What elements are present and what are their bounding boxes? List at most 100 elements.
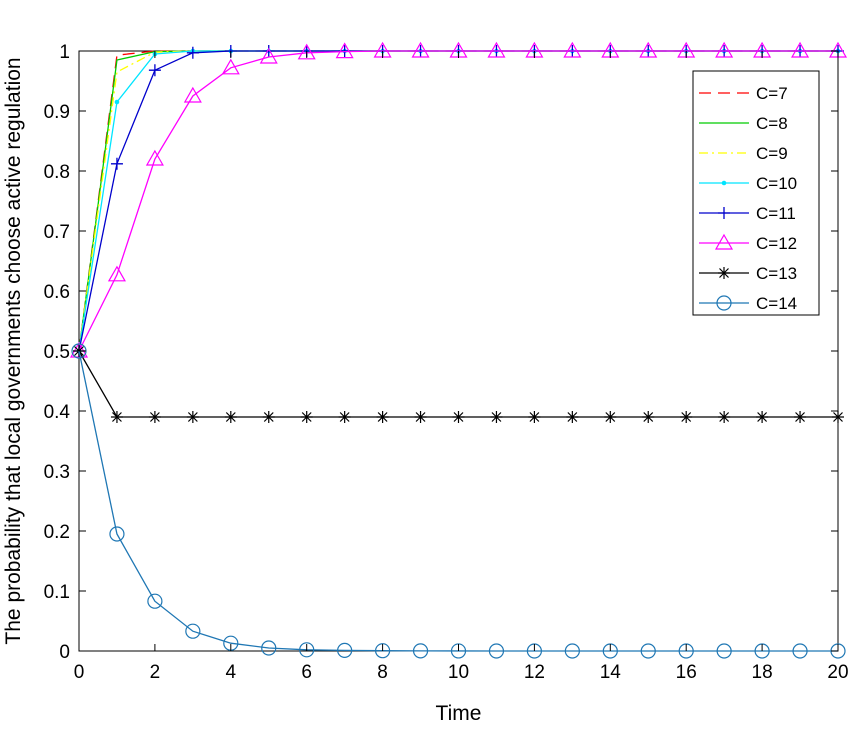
legend-label: C=11 <box>756 204 796 223</box>
data-point <box>110 157 123 170</box>
data-point <box>528 411 541 423</box>
y-tick-label: 0.7 <box>44 222 70 243</box>
data-point <box>224 411 237 423</box>
x-tick-label: 6 <box>301 662 312 683</box>
data-point <box>716 643 732 659</box>
x-tick-label: 4 <box>226 662 237 683</box>
y-tick-label: 0.8 <box>44 162 70 183</box>
data-point <box>718 411 731 423</box>
data-point <box>376 411 389 423</box>
legend-item: C=12 <box>699 233 797 253</box>
data-point <box>335 42 354 59</box>
legend-label: C=9 <box>756 144 788 163</box>
legend-box <box>692 70 820 316</box>
y-tick-label: 0.3 <box>44 462 70 483</box>
series-C-13 <box>73 345 844 423</box>
y-tick-label: 0.6 <box>44 282 70 303</box>
data-point <box>337 642 353 659</box>
data-point <box>185 623 201 639</box>
legend-marker <box>714 233 734 250</box>
x-tick-label: 18 <box>752 662 773 683</box>
legend-marker <box>718 207 730 219</box>
data-point <box>450 643 467 659</box>
data-point <box>715 41 734 58</box>
data-point <box>183 86 202 103</box>
data-point <box>414 411 427 423</box>
axes-layer: 0 2 4 6 8 10 12 14 16 18 20 0 0.1 0.2 0.3 0.4 0.5 0.6 0.7 0… <box>44 42 849 683</box>
y-tick-label: 0.9 <box>44 102 70 123</box>
data-point <box>639 41 658 58</box>
legend-item: C=14 <box>699 294 797 313</box>
data-point <box>107 265 126 282</box>
x-tick-label: 8 <box>377 662 388 683</box>
data-point <box>338 411 351 423</box>
data-point <box>299 642 315 658</box>
x-tick-label: 2 <box>150 662 161 683</box>
legend-marker <box>721 180 727 186</box>
y-tick-label: 0.2 <box>44 522 70 543</box>
legend-item: C=11 <box>699 204 796 223</box>
data-point <box>563 41 582 58</box>
y-axis-title: The probability that local governments c… <box>2 57 25 644</box>
legend: C=7 C=8 C=9 C=10 C=11 C=12 C=13 C=14 <box>692 70 820 316</box>
data-point <box>756 411 769 423</box>
x-tick-label: 20 <box>827 662 848 683</box>
x-tick-label: 0 <box>74 662 85 683</box>
y-tick-label: 0.5 <box>44 342 70 363</box>
legend-item: C=13 <box>699 264 797 283</box>
data-point <box>110 411 123 423</box>
legend-marker <box>716 295 732 311</box>
x-axis-title: Time <box>436 702 482 725</box>
legend-label: C=10 <box>756 174 797 193</box>
data-point <box>148 411 161 423</box>
data-point <box>411 41 430 58</box>
data-point <box>186 411 199 423</box>
data-point <box>297 43 316 60</box>
data-point <box>832 411 844 423</box>
data-point <box>452 411 465 423</box>
legend-marker <box>718 267 730 279</box>
y-tick-label: 1 <box>59 42 70 63</box>
data-point <box>792 643 808 659</box>
data-point <box>794 411 807 423</box>
x-tick-label: 10 <box>448 662 469 683</box>
data-point <box>109 526 125 542</box>
legend-label: C=14 <box>756 294 797 313</box>
data-point <box>259 47 278 64</box>
data-point <box>412 643 429 659</box>
data-point <box>642 411 655 423</box>
data-point <box>148 64 161 77</box>
legend-label: C=7 <box>756 84 788 103</box>
data-point <box>566 411 579 423</box>
data-point <box>487 41 506 58</box>
y-tick-label: 0.4 <box>44 402 71 423</box>
legend-label: C=13 <box>756 264 797 283</box>
legend-label: C=12 <box>756 234 797 253</box>
data-point <box>791 41 810 58</box>
x-tick-label: 12 <box>524 662 545 683</box>
legend-item: C=9 <box>699 144 788 163</box>
data-point <box>186 46 199 59</box>
data-point <box>261 640 277 656</box>
data-point <box>221 58 240 75</box>
data-point <box>564 643 580 659</box>
data-point <box>375 643 391 659</box>
data-point <box>114 99 120 105</box>
x-tick-label: 14 <box>600 662 622 683</box>
data-point <box>680 411 693 423</box>
data-point <box>604 411 617 423</box>
data-point <box>640 643 656 659</box>
x-tick-label: 16 <box>676 662 697 683</box>
data-point <box>262 45 275 57</box>
data-point <box>147 593 163 609</box>
data-point <box>145 149 164 166</box>
y-tick-label: 0 <box>59 642 70 663</box>
legend-item: C=8 <box>699 114 788 133</box>
data-point <box>490 411 503 423</box>
legend-label: C=8 <box>756 114 788 133</box>
data-point <box>300 411 313 423</box>
legend-item: C=10 <box>699 174 797 193</box>
y-tick-label: 0.1 <box>44 582 70 603</box>
